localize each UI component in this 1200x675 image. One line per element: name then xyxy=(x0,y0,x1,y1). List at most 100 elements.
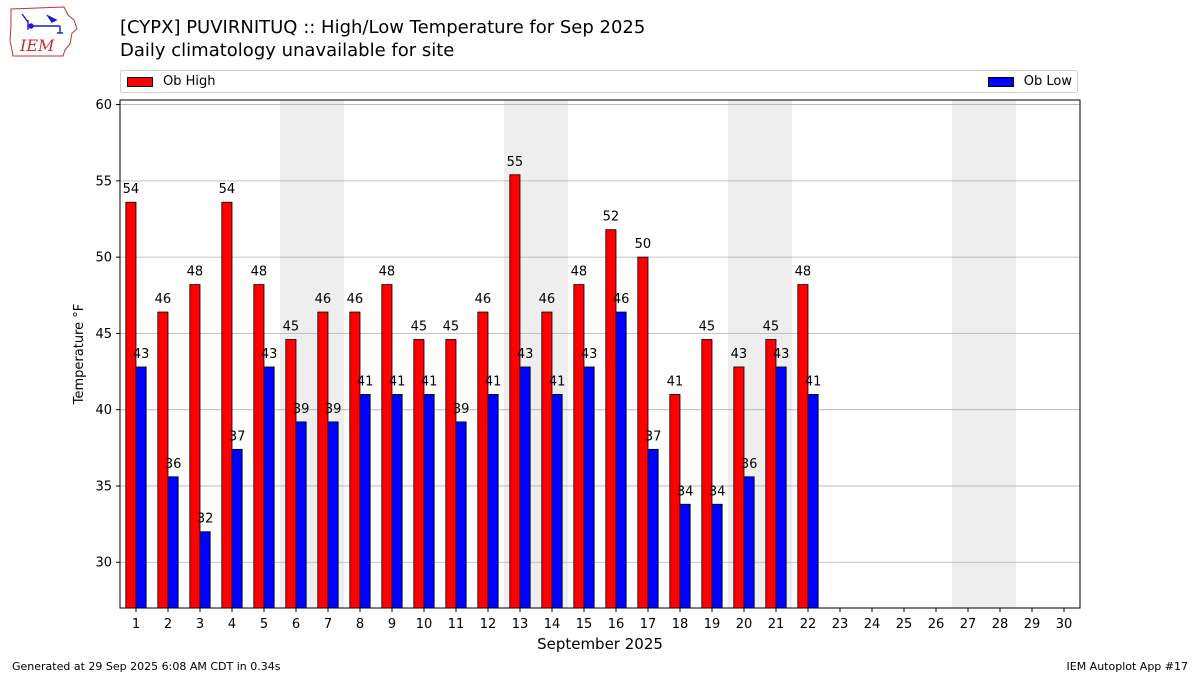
data-label-low-21: 43 xyxy=(773,347,790,362)
data-label-low-14: 41 xyxy=(549,374,566,389)
bar-high-19 xyxy=(701,339,713,609)
bar-high-20 xyxy=(733,366,745,609)
bar-low-13 xyxy=(519,366,531,609)
data-label-high-11: 45 xyxy=(443,320,460,335)
bar-low-20 xyxy=(743,476,755,609)
bar-high-18 xyxy=(669,394,681,609)
bar-high-4 xyxy=(221,201,233,609)
bar-high-16 xyxy=(605,229,617,609)
data-label-high-3: 48 xyxy=(187,265,204,280)
data-label-high-1: 54 xyxy=(123,182,140,197)
bar-high-8 xyxy=(349,311,361,609)
x-tick-label-1: 1 xyxy=(132,617,140,632)
bar-low-22 xyxy=(807,394,819,609)
x-tick-label-20: 20 xyxy=(736,617,753,632)
data-label-low-6: 39 xyxy=(293,402,310,417)
data-label-high-18: 41 xyxy=(667,374,684,389)
y-axis-label: Temperature °F xyxy=(72,304,87,405)
bar-low-12 xyxy=(487,394,499,609)
data-label-high-5: 48 xyxy=(251,265,268,280)
data-label-high-10: 45 xyxy=(411,320,428,335)
data-label-high-7: 46 xyxy=(315,292,332,307)
data-label-high-4: 54 xyxy=(219,182,236,197)
y-tick-label-60: 60 xyxy=(95,98,112,113)
bar-low-17 xyxy=(647,448,659,609)
iem-logo: IEM xyxy=(9,6,78,57)
legend-entry-high: Ob High xyxy=(127,74,216,89)
bar-high-1 xyxy=(125,201,137,609)
bar-high-5 xyxy=(253,284,265,609)
data-label-low-13: 43 xyxy=(517,347,534,362)
data-label-low-18: 34 xyxy=(677,484,694,499)
x-tick-label-23: 23 xyxy=(832,617,849,632)
chart-title: [CYPX] PUVIRNITUQ :: High/Low Temperatur… xyxy=(120,17,646,38)
legend-swatch-high xyxy=(127,76,153,87)
bar-low-18 xyxy=(679,503,691,609)
bar-high-11 xyxy=(445,339,457,609)
y-tick-label-30: 30 xyxy=(95,556,112,571)
data-label-low-22: 41 xyxy=(805,374,822,389)
legend-entry-low: Ob Low xyxy=(987,74,1072,89)
bar-high-3 xyxy=(189,284,201,609)
x-tick-label-21: 21 xyxy=(768,617,785,632)
x-tick-label-19: 19 xyxy=(704,617,721,632)
weekend-band-27 xyxy=(952,100,984,608)
legend-label-high: Ob High xyxy=(163,74,216,89)
data-label-high-2: 46 xyxy=(155,292,172,307)
data-label-high-15: 48 xyxy=(571,265,588,280)
data-label-low-1: 43 xyxy=(133,347,150,362)
bar-high-15 xyxy=(573,284,585,609)
x-tick-label-4: 4 xyxy=(228,617,236,632)
data-label-high-13: 55 xyxy=(507,155,524,170)
x-tick-label-16: 16 xyxy=(608,617,625,632)
weather-station-icon xyxy=(21,13,63,34)
footer-generated-text: Generated at 29 Sep 2025 6:08 AM CDT in … xyxy=(12,660,281,673)
bar-high-22 xyxy=(797,284,809,609)
y-tick-label-55: 55 xyxy=(95,174,112,189)
x-tick-label-6: 6 xyxy=(292,617,300,632)
chart-subtitle: Daily climatology unavailable for site xyxy=(120,40,455,61)
data-label-low-20: 36 xyxy=(741,457,758,472)
x-tick-label-22: 22 xyxy=(800,617,817,632)
bar-low-21 xyxy=(775,366,787,609)
bar-high-9 xyxy=(381,284,393,609)
x-tick-label-27: 27 xyxy=(960,617,977,632)
x-tick-label-10: 10 xyxy=(416,617,433,632)
data-label-high-16: 52 xyxy=(603,210,620,225)
data-label-high-9: 48 xyxy=(379,265,396,280)
x-tick-label-29: 29 xyxy=(1024,617,1041,632)
data-label-low-7: 39 xyxy=(325,402,342,417)
data-label-high-22: 48 xyxy=(795,265,812,280)
data-label-low-16: 46 xyxy=(613,292,630,307)
bar-low-6 xyxy=(295,421,307,609)
bar-low-14 xyxy=(551,394,563,609)
bar-high-13 xyxy=(509,174,521,609)
y-tick-label-50: 50 xyxy=(95,251,112,266)
bar-low-15 xyxy=(583,366,595,609)
bar-low-2 xyxy=(167,476,179,609)
x-tick-label-18: 18 xyxy=(672,617,689,632)
data-label-low-10: 41 xyxy=(421,374,438,389)
data-label-low-11: 39 xyxy=(453,402,470,417)
data-label-high-14: 46 xyxy=(539,292,556,307)
data-label-low-9: 41 xyxy=(389,374,406,389)
x-tick-label-28: 28 xyxy=(992,617,1009,632)
plot-frame xyxy=(119,99,1081,609)
data-label-low-4: 37 xyxy=(229,429,246,444)
bar-high-12 xyxy=(477,311,489,609)
bar-low-9 xyxy=(391,394,403,609)
data-label-low-12: 41 xyxy=(485,374,502,389)
x-axis-label: September 2025 xyxy=(537,635,663,653)
bar-high-21 xyxy=(765,339,777,609)
footer-app-text: IEM Autoplot App #17 xyxy=(1066,660,1189,673)
x-tick-label-14: 14 xyxy=(544,617,561,632)
data-label-high-17: 50 xyxy=(635,237,652,252)
bar-high-6 xyxy=(285,339,297,609)
bar-low-16 xyxy=(615,311,627,609)
bar-low-4 xyxy=(231,448,243,609)
x-tick-label-3: 3 xyxy=(196,617,204,632)
data-label-low-8: 41 xyxy=(357,374,374,389)
x-tick-label-9: 9 xyxy=(388,617,396,632)
x-tick-label-25: 25 xyxy=(896,617,913,632)
weekend-band-28 xyxy=(984,100,1016,608)
